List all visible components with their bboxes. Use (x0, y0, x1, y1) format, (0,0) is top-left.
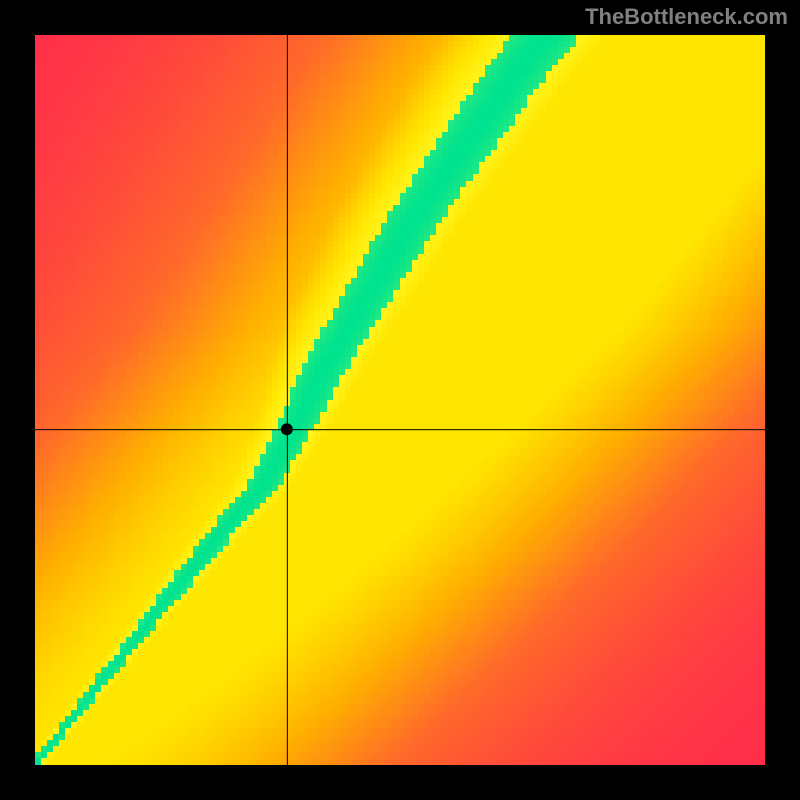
plot-frame (35, 35, 765, 765)
heatmap-canvas (35, 35, 765, 765)
watermark-text: TheBottleneck.com (585, 4, 788, 30)
root: TheBottleneck.com (0, 0, 800, 800)
